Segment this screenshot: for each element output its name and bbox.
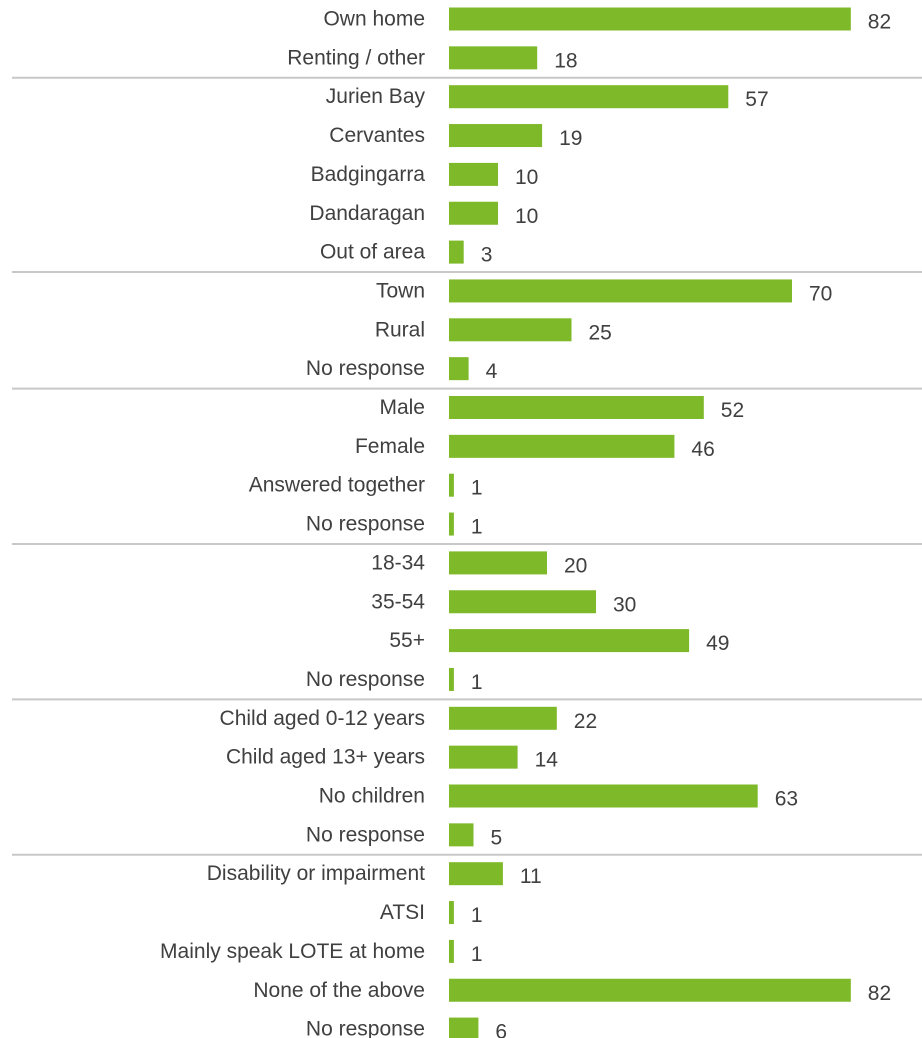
value-label: 22 [574, 710, 597, 733]
category-label: No response [306, 823, 425, 846]
category-label: Out of area [320, 241, 425, 264]
category-label: 35-54 [371, 590, 425, 613]
value-label: 57 [745, 88, 768, 111]
category-label: Jurien Bay [326, 85, 426, 108]
value-label: 14 [535, 749, 559, 772]
bar [449, 85, 729, 109]
value-label: 70 [809, 282, 832, 305]
bar [449, 434, 675, 458]
bar [449, 706, 557, 730]
category-label: Answered together [249, 474, 425, 497]
category-label: Renting / other [287, 46, 425, 69]
category-label: Own home [323, 8, 425, 31]
bar [449, 978, 851, 1002]
bar [449, 784, 758, 808]
category-label: Male [379, 396, 425, 419]
category-label: 55+ [389, 629, 425, 652]
category-label: ATSI [380, 901, 425, 924]
value-label: 82 [868, 982, 891, 1005]
value-label: 10 [515, 166, 538, 189]
category-label: No response [306, 1018, 425, 1038]
bar [449, 473, 454, 497]
value-label: 6 [495, 1021, 507, 1038]
value-label: 1 [471, 904, 483, 927]
value-label: 11 [520, 865, 542, 888]
bar [449, 357, 469, 381]
category-label: None of the above [253, 979, 425, 1002]
bar [449, 1017, 479, 1038]
bar [449, 396, 704, 419]
category-label: Dandaragan [309, 202, 425, 225]
category-label: Town [376, 279, 425, 302]
bar [449, 240, 464, 264]
value-label: 1 [471, 671, 483, 694]
value-label: 4 [486, 360, 498, 383]
value-label: 19 [559, 127, 582, 150]
category-label: Rural [375, 318, 425, 341]
value-label: 82 [868, 11, 891, 34]
value-label: 10 [515, 205, 538, 228]
category-label: Female [355, 435, 425, 458]
bar [449, 318, 572, 342]
category-label: Child aged 13+ years [226, 746, 425, 769]
bar [449, 629, 690, 653]
bar [449, 124, 543, 148]
value-label: 63 [775, 788, 798, 811]
bar [449, 862, 503, 886]
value-label: 18 [554, 49, 577, 72]
bar [449, 901, 454, 925]
bar [449, 745, 518, 769]
value-label: 25 [589, 321, 612, 344]
category-label: No children [319, 785, 425, 808]
bar [449, 823, 474, 847]
value-label: 52 [721, 399, 744, 422]
category-label: No response [306, 357, 425, 380]
bar [449, 590, 596, 614]
category-label: 18-34 [371, 551, 425, 574]
value-label: 1 [471, 477, 483, 500]
category-label: Disability or impairment [207, 862, 425, 885]
bar [449, 939, 454, 963]
category-label: No response [306, 513, 425, 536]
bar [449, 162, 498, 186]
value-label: 1 [471, 516, 483, 539]
bar [449, 201, 498, 225]
bar [449, 279, 792, 303]
value-label: 46 [691, 438, 714, 461]
category-label: Child aged 0-12 years [220, 707, 425, 730]
bar [449, 667, 454, 691]
category-label: Badgingarra [311, 163, 426, 186]
value-label: 30 [613, 593, 636, 616]
category-label: No response [306, 668, 425, 691]
bar [449, 551, 547, 575]
value-label: 5 [491, 826, 503, 849]
value-label: 3 [481, 244, 493, 267]
bar [449, 46, 538, 70]
value-label: 20 [564, 554, 587, 577]
bar [449, 7, 851, 31]
bar [449, 512, 454, 536]
category-label: Cervantes [329, 124, 425, 147]
value-label: 1 [471, 943, 483, 966]
value-label: 49 [706, 632, 729, 655]
category-label: Mainly speak LOTE at home [160, 940, 425, 963]
